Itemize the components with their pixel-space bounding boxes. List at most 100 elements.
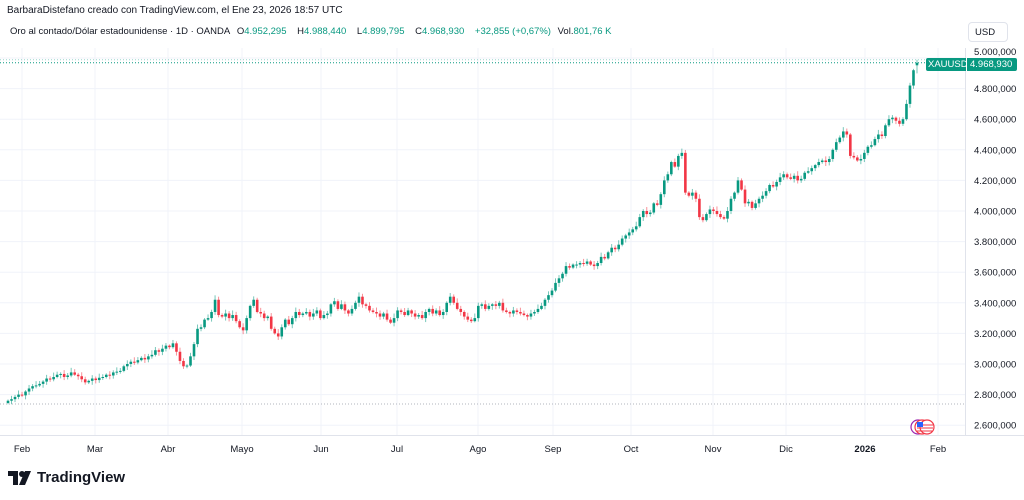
candle — [824, 156, 828, 167]
candle — [480, 302, 484, 309]
candle — [768, 183, 771, 194]
candle — [154, 347, 157, 357]
candle-body — [231, 315, 234, 319]
candle — [406, 307, 410, 317]
candle-body — [154, 350, 157, 355]
candle-body — [31, 386, 34, 389]
candle — [129, 359, 133, 368]
candle-body — [361, 296, 364, 305]
candle-body — [185, 365, 189, 367]
candle-body — [34, 385, 38, 387]
candle — [820, 158, 824, 164]
candle — [638, 213, 642, 228]
candle — [677, 153, 680, 171]
candle-body — [834, 142, 838, 150]
candle-body — [192, 344, 196, 357]
candle — [880, 131, 884, 139]
symbol-description[interactable]: Oro al contado/Dólar estadounidense · 1D… — [10, 26, 231, 37]
candle-body — [382, 313, 385, 317]
candle-body — [505, 310, 508, 312]
candle-body — [248, 305, 252, 319]
candle — [206, 314, 210, 321]
candle-body — [578, 263, 582, 265]
tradingview-logo[interactable]: TradingView — [8, 469, 125, 486]
candle — [133, 357, 136, 365]
candle-body — [764, 191, 768, 196]
candle-body — [691, 192, 694, 196]
candle-body — [129, 361, 133, 364]
candle — [561, 271, 564, 282]
candle — [462, 310, 466, 320]
candle-body — [59, 373, 62, 375]
candle-body — [845, 131, 849, 135]
candle — [575, 261, 578, 269]
candle — [578, 261, 582, 268]
candle — [884, 123, 887, 139]
candle — [115, 367, 119, 376]
candle — [31, 384, 34, 392]
candle — [434, 308, 438, 316]
candle — [701, 214, 705, 223]
candle-body — [877, 134, 880, 140]
candle-body — [557, 278, 561, 283]
candle-body — [287, 319, 291, 325]
candle-body — [206, 318, 210, 320]
candle — [655, 199, 659, 207]
candle — [778, 172, 782, 186]
candle — [104, 373, 108, 379]
candle-body — [610, 247, 613, 253]
candle — [245, 315, 248, 334]
candle-body — [452, 296, 456, 303]
candle — [757, 196, 761, 208]
candle — [505, 307, 508, 314]
us-flag-events-icon[interactable] — [909, 419, 937, 435]
candle-body — [294, 311, 298, 319]
tradingview-wordmark: TradingView — [37, 469, 126, 486]
x-tick-label: Sep — [545, 444, 562, 455]
candle-body — [631, 229, 635, 233]
candle-body — [491, 304, 494, 306]
candle-body — [52, 377, 55, 380]
candle — [438, 306, 441, 317]
candle-body — [863, 152, 866, 159]
candle — [368, 302, 371, 313]
candle-body — [171, 343, 175, 348]
candle — [708, 205, 712, 218]
x-tick-label: Oct — [624, 444, 639, 455]
candle-body — [824, 160, 828, 163]
last-price-tag: 4.968,930 — [967, 58, 1017, 71]
candle-body — [389, 319, 392, 323]
candle — [863, 149, 866, 163]
candle-body — [41, 381, 45, 384]
currency-button[interactable]: USD — [968, 22, 1008, 42]
candle — [255, 297, 259, 314]
candle-body — [733, 192, 736, 199]
candle — [161, 344, 164, 356]
candle — [294, 307, 298, 322]
candle-body — [705, 214, 708, 221]
candle-body — [399, 310, 403, 312]
candle — [94, 376, 98, 384]
candle — [241, 323, 245, 335]
candle — [399, 308, 403, 315]
candle — [441, 309, 445, 319]
candle-body — [347, 310, 350, 314]
x-tick-label: Jun — [313, 444, 328, 455]
candle — [652, 202, 656, 215]
candle-body — [178, 351, 182, 361]
candle — [898, 117, 901, 127]
candle-body — [333, 301, 336, 305]
candle-body — [280, 327, 284, 337]
candle — [248, 304, 252, 321]
candle-body — [312, 313, 315, 317]
candle — [564, 262, 568, 277]
candle-body — [224, 313, 227, 317]
candle-body — [785, 174, 789, 178]
candle-body — [62, 373, 66, 378]
candle-body — [743, 189, 747, 204]
candle — [666, 171, 670, 183]
candle — [469, 317, 473, 323]
candle — [203, 318, 206, 330]
candle-body — [624, 235, 627, 239]
